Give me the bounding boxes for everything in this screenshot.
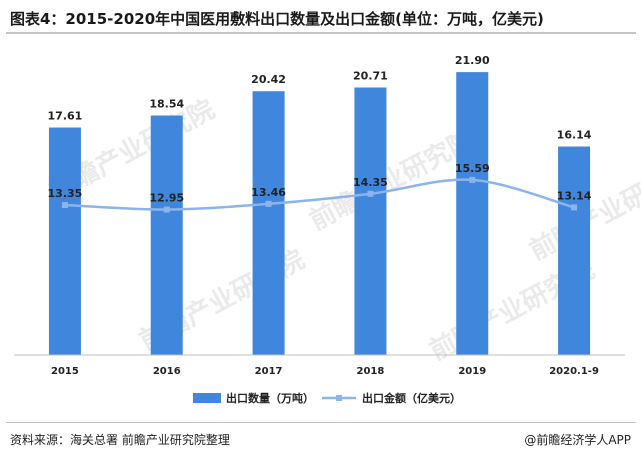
legend-bar-label: 出口数量（万吨） bbox=[226, 391, 314, 405]
x-tick-label: 2015 bbox=[51, 366, 79, 377]
bar-value-label: 17.61 bbox=[48, 110, 83, 123]
bar bbox=[456, 72, 489, 355]
line-point bbox=[367, 190, 374, 197]
legend-line-marker bbox=[336, 395, 342, 401]
brand-label: @前瞻经济学人APP bbox=[524, 433, 631, 447]
line-point bbox=[61, 202, 68, 209]
chart-svg: 17.61 18.54 20.42 20.71 21.90 16.14 13.35 12.95… bbox=[14, 54, 625, 405]
export-value-line bbox=[64, 178, 575, 211]
line-point bbox=[469, 176, 476, 183]
line-point bbox=[265, 200, 272, 207]
bar bbox=[558, 146, 591, 355]
bottom-rule bbox=[6, 422, 636, 423]
bar-value-label: 16.14 bbox=[557, 129, 592, 142]
line-value-label: 12.95 bbox=[149, 192, 184, 205]
bar bbox=[150, 115, 183, 356]
line-value-label: 13.35 bbox=[48, 187, 83, 200]
legend-line-label: 出口金额（亿美元） bbox=[362, 391, 461, 405]
top-rule bbox=[6, 32, 636, 34]
bar bbox=[252, 91, 285, 355]
x-tick-label: 2018 bbox=[356, 366, 384, 377]
x-tick-label: 2017 bbox=[255, 366, 283, 377]
x-tick-label: 2019 bbox=[458, 366, 486, 377]
line-value-label: 13.14 bbox=[557, 189, 592, 202]
bar-value-label: 20.42 bbox=[251, 73, 286, 86]
x-tick-label: 2020.1-9 bbox=[549, 366, 599, 377]
bar-value-label: 20.71 bbox=[353, 69, 388, 82]
chart-title: 图表4：2015-2020年中国医用敷料出口数量及出口金额(单位：万吨，亿美元) bbox=[10, 10, 544, 28]
line-point bbox=[163, 206, 170, 213]
line-value-label: 13.46 bbox=[251, 186, 286, 199]
bar bbox=[354, 87, 387, 355]
bar-value-label: 18.54 bbox=[149, 98, 184, 111]
source-note: 资料来源：海关总署 前瞻产业研究院整理 bbox=[10, 433, 230, 447]
line-value-label: 14.35 bbox=[353, 176, 388, 189]
x-tick-label: 2016 bbox=[153, 366, 181, 377]
bar bbox=[48, 127, 81, 355]
line-value-label: 15.59 bbox=[455, 162, 490, 175]
legend-bar-swatch bbox=[193, 393, 221, 403]
line-point bbox=[571, 204, 578, 211]
bar-value-label: 21.90 bbox=[455, 54, 490, 67]
